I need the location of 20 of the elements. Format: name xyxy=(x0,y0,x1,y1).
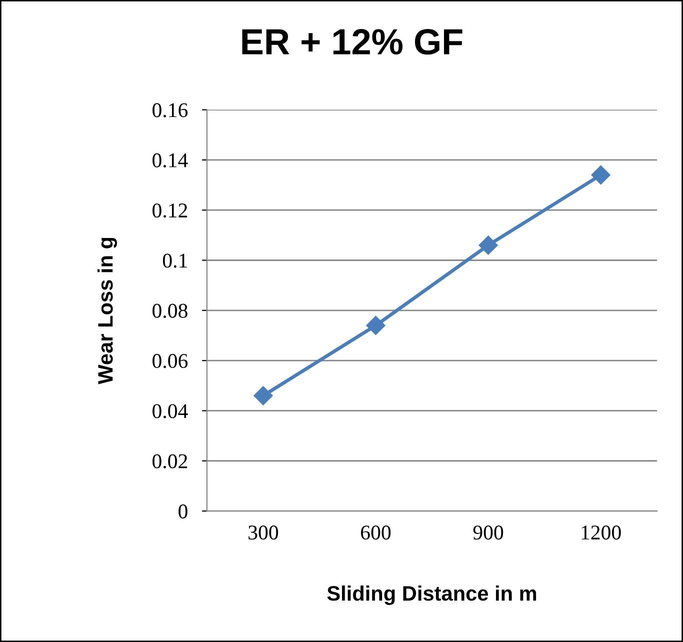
y-tick-label: 0.1 xyxy=(162,254,187,268)
point xyxy=(254,386,273,406)
y-tick-label: 0.06 xyxy=(152,354,188,368)
point xyxy=(366,316,386,335)
x-tick-label: 1200 xyxy=(582,526,621,540)
y-tick-label: 0 xyxy=(178,504,188,518)
point xyxy=(478,236,498,255)
y-tick-label: 0.12 xyxy=(152,203,188,218)
point xyxy=(591,165,610,185)
x-tick-label: 900 xyxy=(473,526,504,540)
chart-title: ER + 12% GF xyxy=(242,29,462,55)
x-tick-label: 600 xyxy=(361,526,391,540)
y-tick-label: 0.16 xyxy=(152,103,188,118)
y-tick-label: 0.08 xyxy=(152,304,188,318)
x-tick-label: 300 xyxy=(248,526,278,540)
y-axis-title: Wear Loss in g xyxy=(98,238,118,384)
y-tick-label: 0.04 xyxy=(152,404,188,418)
y-tick-label: 0.02 xyxy=(152,454,188,468)
y-tick-label: 0.14 xyxy=(152,153,188,168)
x-axis-title: Sliding Distance in m xyxy=(327,585,536,605)
